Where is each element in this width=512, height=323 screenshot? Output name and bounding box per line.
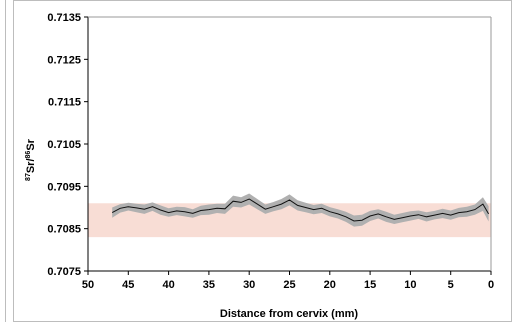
adjacent-panel-edge xyxy=(0,0,6,322)
error-envelope xyxy=(112,193,489,227)
y-ticks: 0.7075 0.7085 0.7095 0.7105 0.7115 0.7125 0.71… xyxy=(47,12,88,278)
chart-frame xyxy=(13,0,512,322)
x-tick-label: 45 xyxy=(122,279,134,291)
x-tick-label: 30 xyxy=(243,279,255,291)
y-tick-label: 0.7125 xyxy=(47,54,81,66)
x-tick-label: 0 xyxy=(488,279,494,291)
x-tick-label: 35 xyxy=(203,279,215,291)
x-tick-label: 25 xyxy=(283,279,295,291)
x-tick-label: 5 xyxy=(448,279,454,291)
y-axis-title-sup1: 87 xyxy=(25,173,32,181)
x-tick-label: 40 xyxy=(162,279,174,291)
x-axis-title: Distance from cervix (mm) xyxy=(220,308,358,320)
y-axis-title-tail: Sr xyxy=(25,138,37,150)
y-tick-label: 0.7135 xyxy=(47,12,81,24)
x-tick-label: 20 xyxy=(324,279,336,291)
x-ticks: 50 45 40 35 30 25 20 15 10 5 0 xyxy=(82,271,494,291)
y-tick-label: 0.7075 xyxy=(47,266,81,278)
y-axis-title-mid: Sr/ xyxy=(25,158,37,173)
y-tick-label: 0.7095 xyxy=(47,181,81,193)
y-axis-title-sup2: 86 xyxy=(25,151,32,159)
x-tick-label: 50 xyxy=(82,279,94,291)
x-tick-label: 10 xyxy=(404,279,416,291)
series-line xyxy=(111,198,490,222)
y-tick-label: 0.7115 xyxy=(48,97,81,109)
y-axis-title: 87Sr/86Sr xyxy=(25,138,37,181)
y-tick-label: 0.7105 xyxy=(47,139,81,151)
y-tick-label: 0.7085 xyxy=(47,224,81,236)
x-tick-label: 15 xyxy=(364,279,376,291)
